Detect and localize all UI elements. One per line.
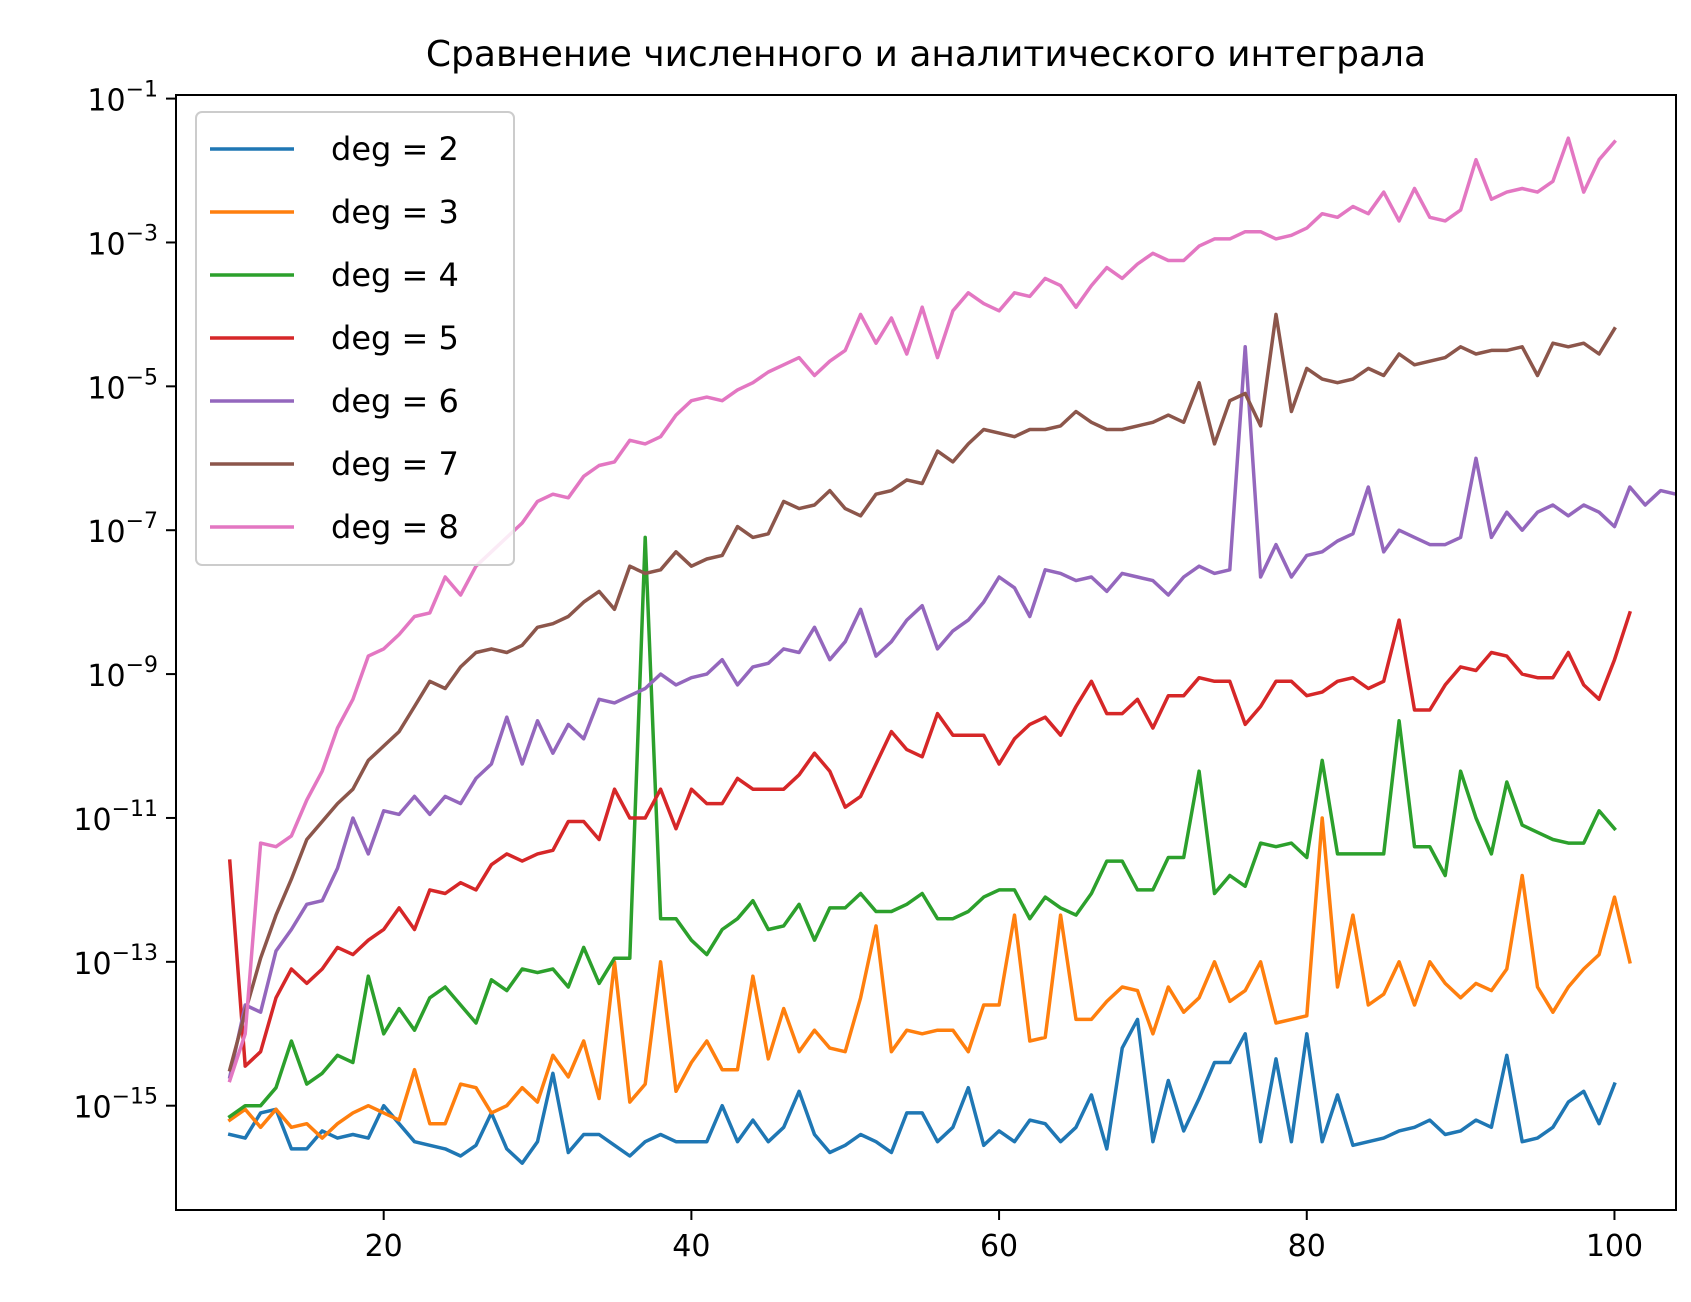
x-tick-label: 80 [1288, 1229, 1326, 1264]
x-tick-label: 40 [672, 1229, 710, 1264]
y-tick-label: 10−13 [73, 941, 158, 982]
y-tick-label: 10−11 [73, 797, 158, 838]
series-line-4 [227, 535, 1617, 1119]
x-tick-label: 100 [1586, 1229, 1643, 1264]
series-line-3 [227, 816, 1632, 1140]
series-line-5 [227, 610, 1633, 1068]
series-layer [227, 136, 1676, 1165]
y-tick-label: 10−5 [87, 365, 158, 406]
series-line-2 [227, 1017, 1617, 1165]
legend-label: deg = 5 [331, 319, 459, 357]
legend-box [195, 111, 515, 566]
y-tick-label: 10−7 [87, 509, 158, 550]
series-line-6 [227, 345, 1676, 1079]
legend-label: deg = 3 [331, 193, 459, 231]
series-line-8 [227, 136, 1617, 1083]
legend-label: deg = 2 [331, 130, 459, 168]
legend-label: deg = 4 [331, 256, 459, 294]
legend-label: deg = 6 [331, 382, 459, 420]
y-tick-label: 10−15 [73, 1085, 158, 1126]
legend: deg = 2 deg = 3 deg = 4 deg = 5 deg = 6 deg =… [195, 111, 515, 566]
x-tick-label: 20 [365, 1229, 403, 1264]
legend-label: deg = 7 [331, 445, 459, 483]
y-tick-label: 10−9 [87, 653, 158, 694]
y-tick-label: 10−1 [87, 78, 158, 119]
series-line-7 [227, 312, 1617, 1072]
legend-label: deg = 8 [331, 508, 459, 546]
x-tick-label: 60 [980, 1229, 1018, 1264]
y-axis: 10−1 10−3 10−5 10−7 10−9 10−11 10−13 10−15 [73, 78, 176, 1126]
chart-title: Сравнение численного и аналитического ин… [426, 34, 1426, 75]
plot-frame [175, 94, 1677, 1211]
y-tick-label: 10−3 [87, 221, 158, 262]
x-axis: 20 40 60 80 100 [365, 1210, 1643, 1264]
